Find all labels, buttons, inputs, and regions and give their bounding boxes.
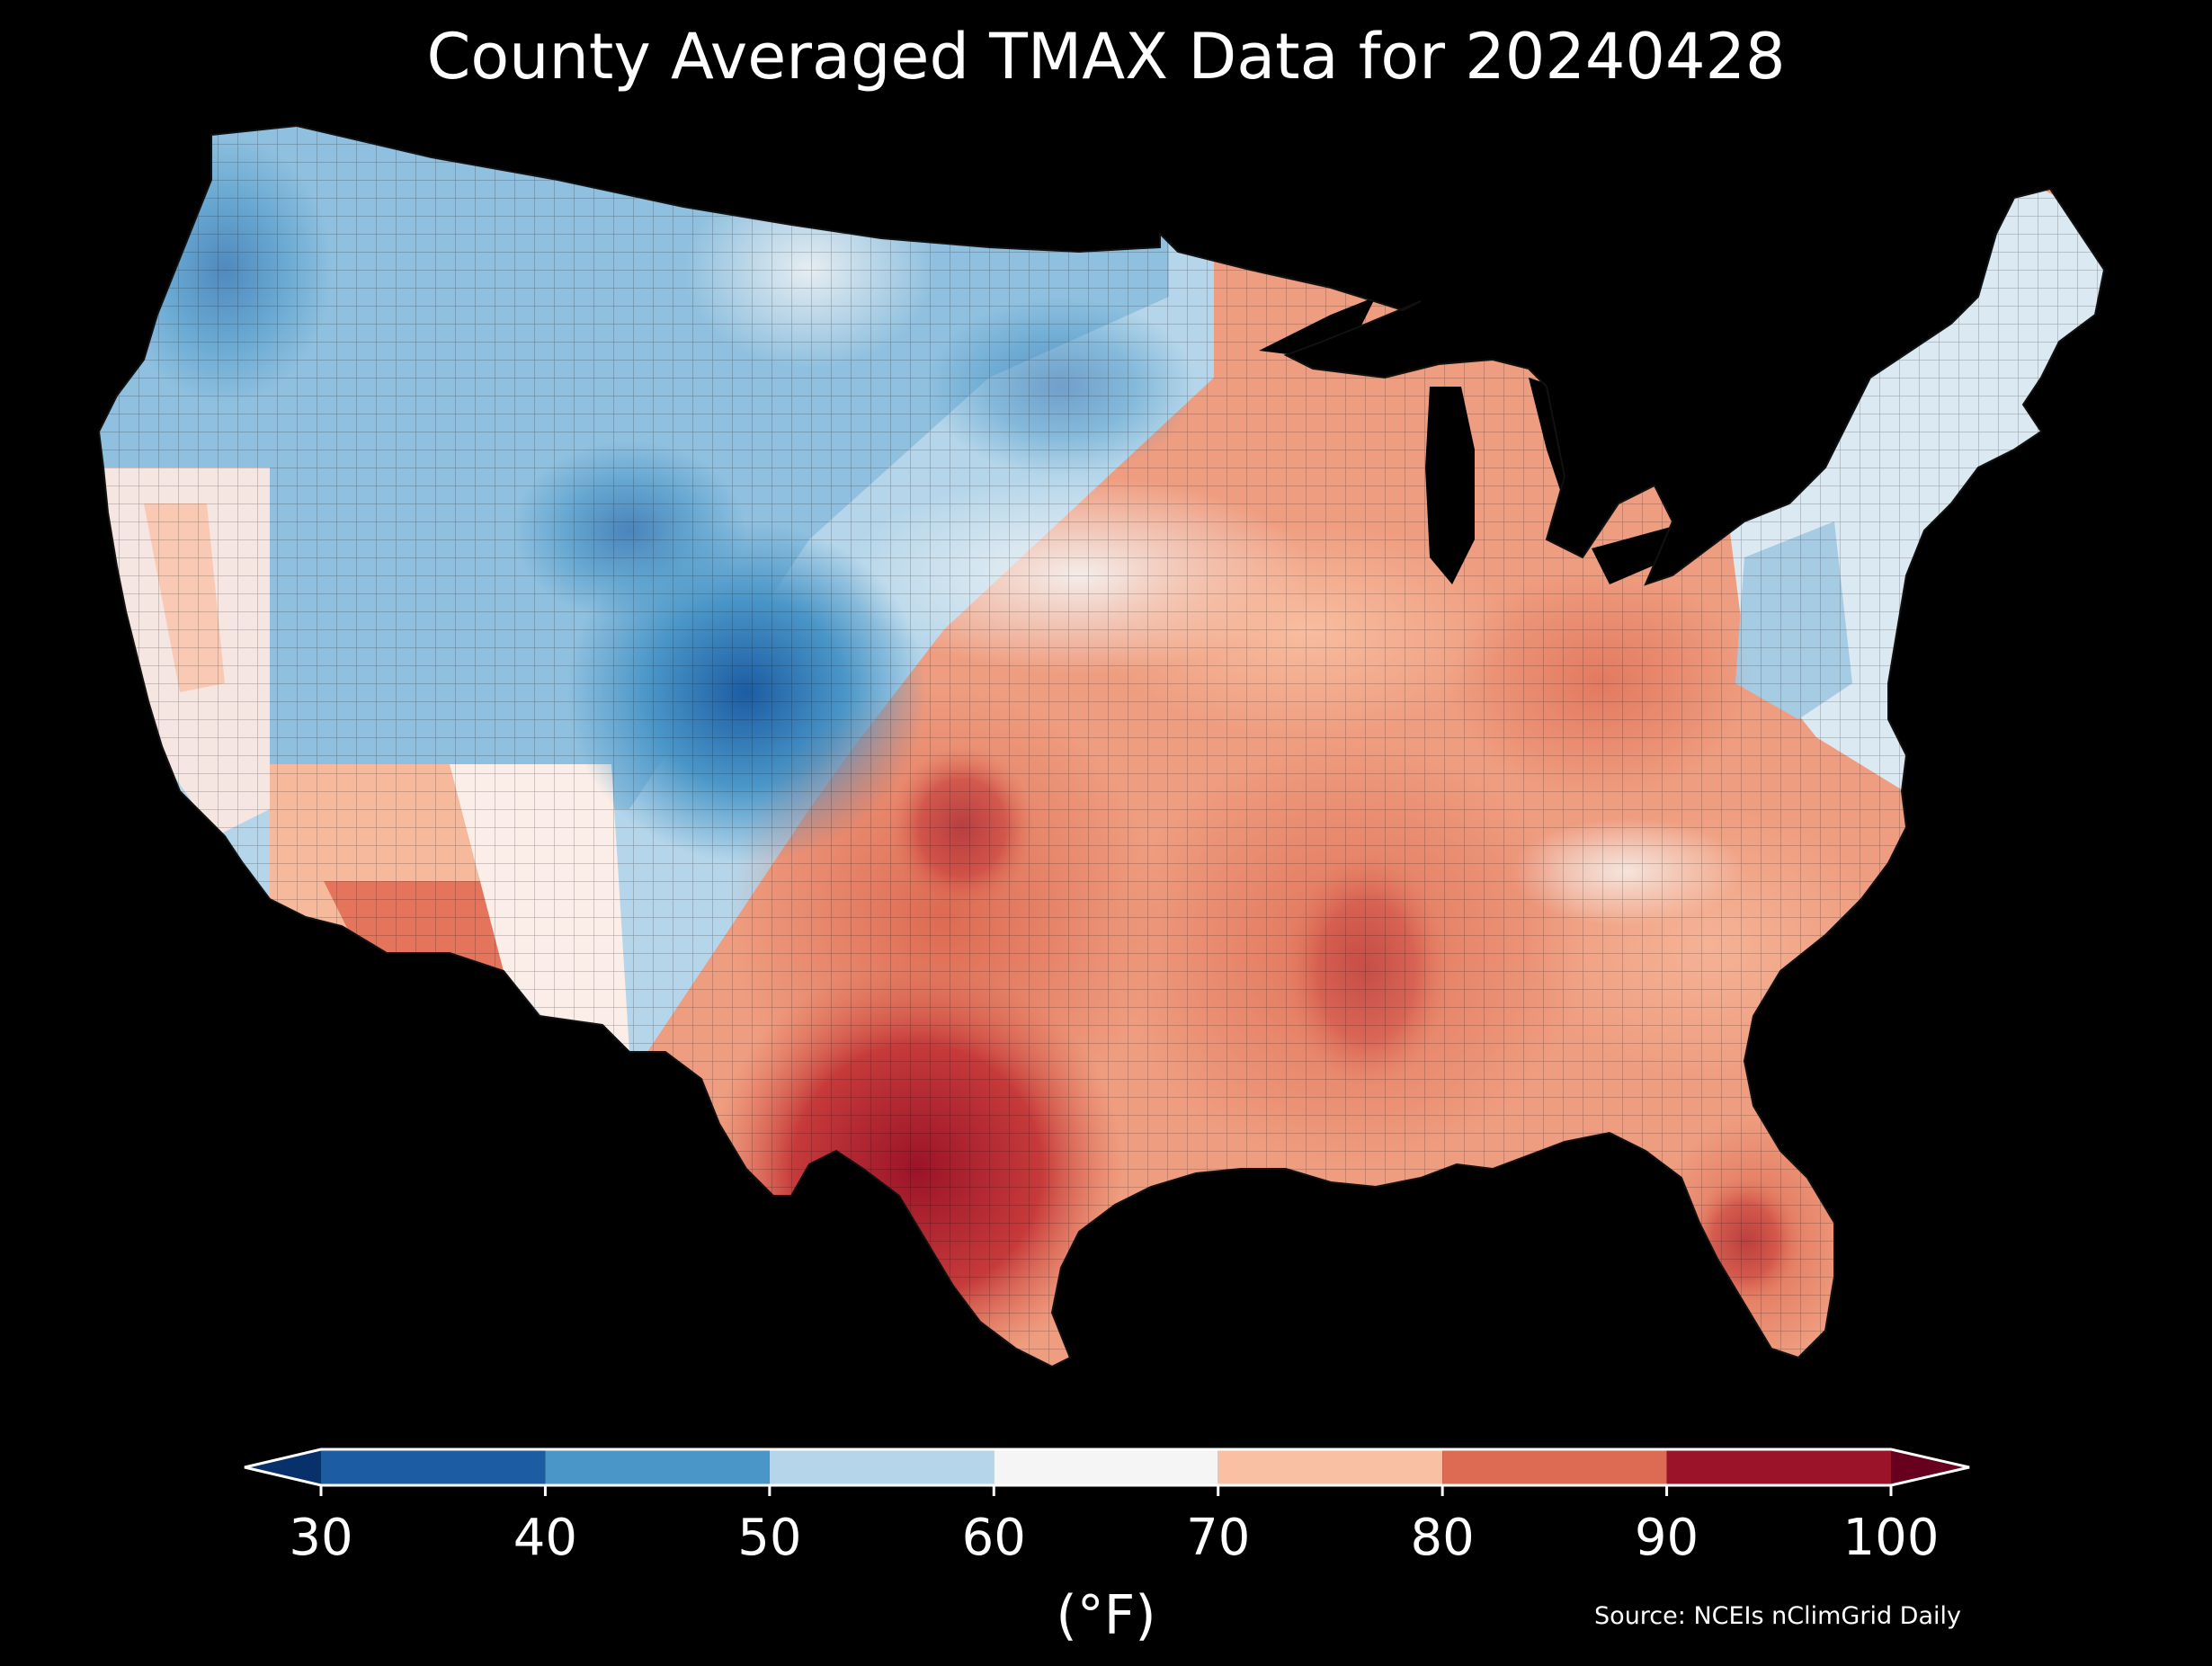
- great-lakes: [1259, 297, 1762, 584]
- colorbar-tick-label: 40: [513, 1509, 578, 1567]
- colorbar-tick-label: 100: [1842, 1509, 1940, 1567]
- colorbar-bin-40-50: [545, 1449, 770, 1485]
- colorbar-tick-label: 70: [1186, 1509, 1251, 1567]
- colorbar-bin-70-80: [1217, 1449, 1443, 1485]
- colorbar-tick-label: 60: [961, 1509, 1026, 1567]
- colorbar-tick-label: 30: [289, 1509, 353, 1567]
- colorbar-over-extension: [1891, 1449, 1969, 1485]
- colorbar-tick-label: 50: [737, 1509, 802, 1567]
- colorbar-bin-50-60: [769, 1449, 995, 1485]
- colorbar-bin-80-90: [1442, 1449, 1667, 1485]
- colorbar-bin-60-70: [994, 1449, 1218, 1485]
- colorbar-tick-label: 80: [1410, 1509, 1475, 1567]
- colorbar-units-label: (°F): [1056, 1584, 1156, 1647]
- chart-title: County Averaged TMAX Data for 20240428: [426, 20, 1786, 94]
- colorbar-tick-label: 90: [1634, 1509, 1699, 1567]
- colorbar-bin-30-40: [321, 1449, 546, 1485]
- source-credit: Source: NCEIs nClimGrid Daily: [1594, 1602, 1961, 1630]
- colorbar-bin-90-100: [1666, 1449, 1891, 1485]
- colorbar: [244, 1448, 1970, 1496]
- colorbar-under-extension: [245, 1449, 321, 1485]
